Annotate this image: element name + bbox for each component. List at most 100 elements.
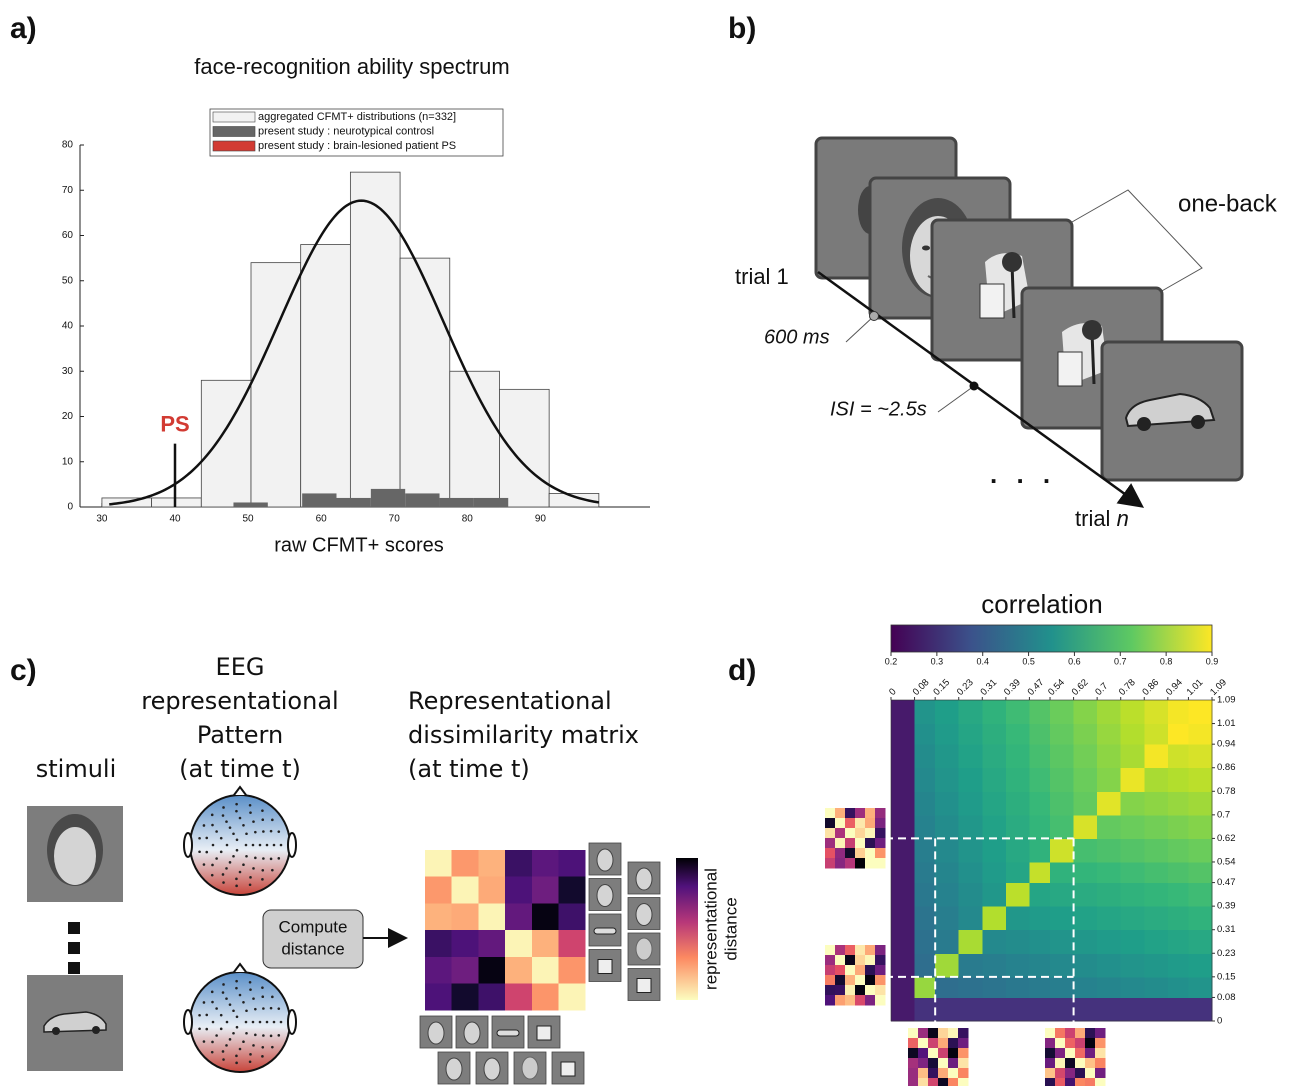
electrode [242,1001,245,1004]
electrode [219,850,223,854]
heatmap-cell [891,767,916,792]
heatmap-cell [1073,929,1098,954]
electrode [252,820,255,823]
heatmap-cell [1050,906,1075,931]
heatmap-cell [935,838,960,863]
heatmap-cell [1144,906,1169,931]
mini-rdm-cell [835,838,846,849]
mini-rdm-cell [855,838,866,849]
mini-rdm-cell [928,1028,939,1039]
heatmap-cell [1005,929,1030,954]
heatmap-cell [1073,997,1098,1022]
heatmap-cell [1188,882,1213,907]
electrode [219,836,223,840]
electrode [225,1044,228,1047]
electrode [235,877,238,881]
mini-rdm-cell [958,1068,969,1079]
electrode [202,824,206,827]
electrode [235,979,238,983]
mini-rdm-cell [1075,1058,1086,1069]
mini-rdm-cell [908,1058,919,1069]
heatmap-cell [935,744,960,769]
heatmap-cell [935,791,960,816]
mini-rdm-cell [835,975,846,986]
heatmap-cell [1188,929,1213,954]
heatmap-cell [1188,814,1213,839]
mini-rdm-cell [1055,1078,1066,1086]
heatmap-cell [1097,861,1122,884]
legend-swatch [212,111,256,123]
mini-rdm-cell [1045,1048,1056,1059]
electrode [252,867,255,870]
heatmap-cell [891,906,916,931]
electrode [261,1055,264,1058]
heatmap-cell [1050,700,1075,725]
electrode [261,878,264,881]
mini-rdm-cell [958,1078,969,1086]
y-tick-label: 0.47 [1217,877,1236,888]
heatmap-cell [982,744,1007,769]
y-tick-label: 0.23 [1217,948,1236,959]
fit-curve [109,199,600,506]
heatmap-cell [1005,767,1030,792]
heatmap-cell [1188,861,1213,884]
mini-rdm-cell [1095,1028,1106,1039]
electrode [249,811,252,814]
rdm [425,850,586,1011]
y-tick-label: 60 [62,230,74,241]
mini-rdm-cell [918,1038,929,1049]
heatmap-cell [1120,929,1145,954]
heatmap-cell [1073,814,1098,839]
electrode [242,824,245,827]
bar [336,497,371,507]
heatmap-cell [935,700,960,725]
mini-rdm-cell [908,1078,919,1086]
heatmap-cell [1029,767,1051,792]
electrode [211,823,214,827]
rdm-cell [425,876,452,904]
electrode [248,1060,252,1064]
mini-rdm-cell [825,818,836,829]
mini-rdm-cell [875,975,886,986]
heatmap-cell [1073,791,1098,816]
mini-rdm-cell [835,965,846,976]
thumb-face [596,848,614,872]
electrode [235,986,238,990]
rdm-cell [505,930,533,958]
x-tick-label: 80 [462,514,474,525]
mini-rdm-cell [1085,1028,1096,1039]
heatmap-cell [1120,861,1145,884]
rdm-cell [531,876,559,904]
heatmap-cell [958,953,983,978]
y-tick-label: 0.15 [1217,971,1236,982]
electrode [198,1027,201,1031]
y-tick-label: 0.94 [1217,739,1236,750]
x-tick-label: 0.15 [931,677,952,698]
electrode [265,1020,269,1024]
y-tick-label: 30 [62,366,74,377]
mini-rdm-cell [825,838,836,849]
electrode [211,843,215,847]
thumb-house [636,978,652,993]
mini-rdm-cell [1065,1028,1076,1039]
mini-rdm-cell [865,985,876,996]
thumb-house [536,1025,552,1041]
heatmap-cell [1188,744,1213,769]
mini-rdm-cell [855,955,866,966]
heatmap-cell [1029,861,1051,884]
heatmap-cell [914,953,936,978]
electrode [221,991,225,994]
colorbar-tick-label: 0.6 [1068,656,1081,666]
colorbar-title: correlation [981,589,1102,619]
heatmap-cell [958,976,983,998]
bar [370,488,406,507]
electrode [211,1040,214,1044]
mini-rdm-cell [928,1038,939,1049]
heatmap-cell [935,882,960,907]
bar [349,171,401,508]
heatmap-cell [1144,723,1169,745]
heatmap-cell [935,906,960,931]
heatmap-cell [1029,838,1051,863]
mini-rdm-cell [835,858,846,869]
mini-rdm-cell [855,965,866,976]
